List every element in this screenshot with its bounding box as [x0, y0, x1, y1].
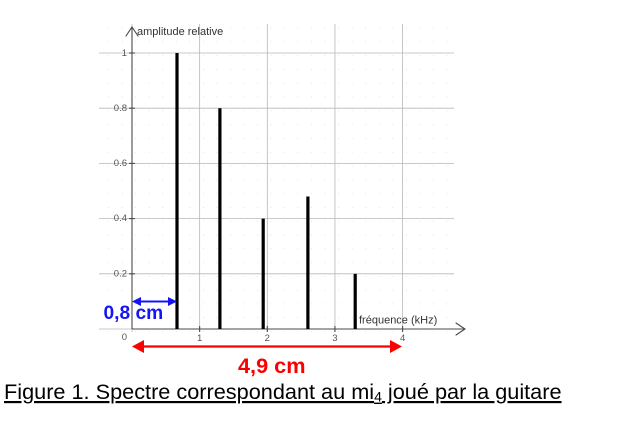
svg-text:1: 1 [122, 48, 127, 59]
svg-text:1: 1 [197, 333, 202, 344]
svg-text:Figure 1. Spectre correspondan: Figure 1. Spectre correspondant au mi4 j… [4, 379, 562, 405]
svg-text:0.4: 0.4 [114, 213, 127, 224]
svg-text:fréquence (kHz): fréquence (kHz) [359, 315, 437, 327]
svg-text:4: 4 [400, 333, 405, 344]
svg-text:3: 3 [332, 333, 337, 344]
svg-text:0: 0 [122, 332, 127, 343]
svg-text:0.8: 0.8 [114, 103, 127, 114]
svg-text:amplitude relative: amplitude relative [137, 26, 223, 38]
svg-text:0,8 cm: 0,8 cm [104, 303, 164, 324]
svg-text:0.6: 0.6 [114, 158, 127, 169]
svg-text:4,9 cm: 4,9 cm [238, 353, 306, 378]
svg-text:0.2: 0.2 [114, 269, 127, 280]
svg-text:2: 2 [265, 333, 270, 344]
